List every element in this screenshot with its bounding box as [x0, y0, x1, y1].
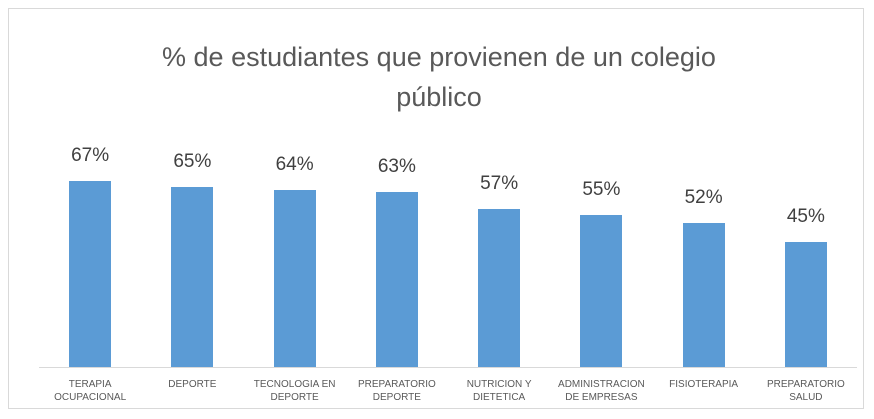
data-label: 52% [684, 186, 723, 208]
bar [478, 209, 521, 367]
bar [682, 222, 725, 367]
bar [69, 181, 112, 367]
data-label: 55% [582, 178, 621, 200]
x-tick-label: NUTRICION Y DIETETICA [466, 379, 532, 403]
bar [375, 192, 418, 367]
chart-title: % de estudiantes que provienen de un col… [162, 42, 716, 112]
chart: % de estudiantes que provienen de un col… [8, 8, 864, 409]
x-tick-label: PREPARATORIO DEPORTE [357, 379, 436, 403]
data-label: 65% [173, 150, 212, 172]
bar [784, 242, 827, 367]
x-tick-label: ADMINISTRACION DE EMPRESAS [558, 379, 645, 403]
data-label: 67% [71, 145, 110, 167]
data-label: 64% [275, 153, 314, 175]
bar [171, 186, 214, 367]
x-axis-line [39, 367, 857, 368]
bar [273, 189, 316, 367]
data-label: 63% [377, 156, 416, 178]
x-tick-label: TECNOLOGIA EN DEPORTE [253, 379, 336, 403]
data-label: 57% [480, 173, 519, 195]
x-tick-label: FISIOTERAPIA [669, 379, 739, 390]
bar [580, 214, 623, 367]
x-tick-label: TERAPIA OCUPACIONAL [54, 379, 127, 403]
data-label: 45% [786, 206, 825, 228]
x-tick-label: PREPARATORIO SALUD [766, 379, 845, 403]
x-tick-label: DEPORTE [168, 379, 217, 390]
